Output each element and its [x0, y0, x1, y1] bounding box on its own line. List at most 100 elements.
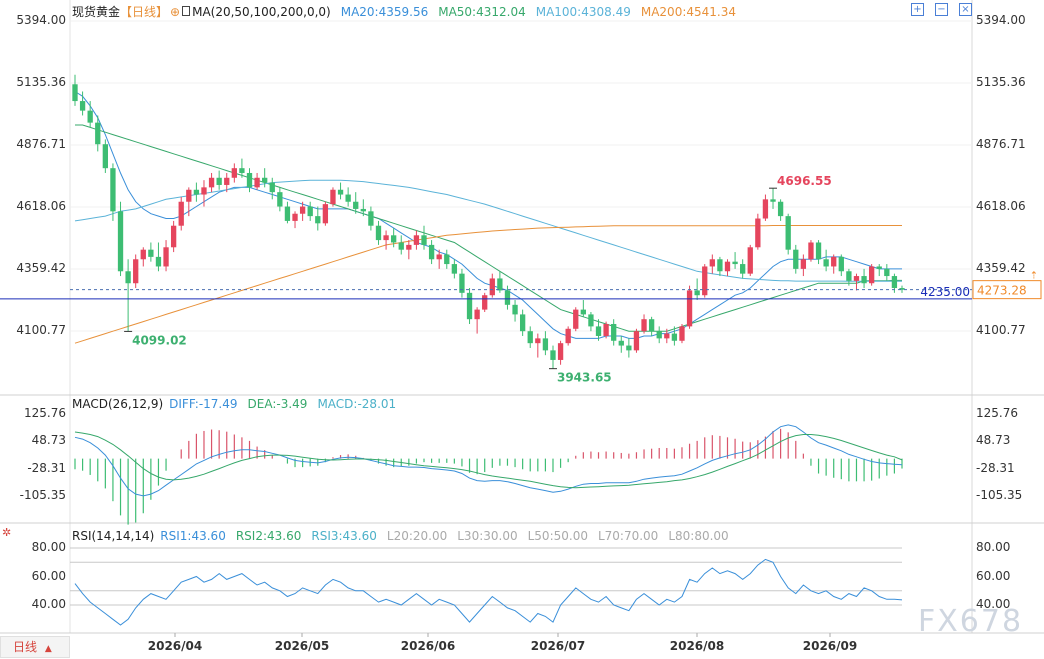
candle-body — [262, 177, 268, 183]
candle-body — [770, 199, 776, 202]
rsi-l20: L20:20.00 — [386, 529, 448, 543]
candle-body — [292, 213, 298, 221]
candle — [588, 312, 594, 332]
candle — [831, 254, 837, 274]
candle-body — [117, 211, 124, 272]
candle — [133, 254, 139, 289]
candle-body — [140, 249, 146, 260]
rsi-l30: L30:30.00 — [457, 529, 518, 543]
macd-diff-line — [74, 424, 903, 497]
rsi-settings-icon[interactable]: ✲ — [2, 526, 12, 539]
candle — [125, 259, 131, 332]
candle — [353, 192, 359, 214]
macd-axis-label-left: 48.73 — [31, 433, 66, 448]
candle-body — [95, 122, 101, 145]
rsi-title: RSI(14,14,14) — [72, 529, 155, 543]
candle-body — [648, 319, 655, 332]
candle-body — [626, 345, 632, 351]
candle — [284, 201, 291, 224]
candle-body — [573, 309, 579, 329]
price-axis-label-right: 4100.77 — [976, 323, 1026, 337]
candle — [557, 340, 564, 365]
rsi-axis-label-right: 80.00 — [976, 540, 1011, 554]
candle — [246, 168, 253, 193]
rsi-axis-label-left: 40.00 — [31, 597, 66, 611]
candlestick-series[interactable] — [72, 74, 905, 369]
candle-body — [193, 189, 200, 195]
candle — [193, 182, 200, 202]
macd-legend: MACD(26,12,9) DIFF:-17.49 DEA:-3.49 MACD:-2… — [72, 397, 406, 411]
candle-body — [611, 323, 617, 341]
candle — [459, 268, 465, 298]
period-selector-button[interactable]: 日线 ▲ — [0, 636, 70, 658]
instrument-name: 现货黄金 — [72, 5, 121, 19]
candle-body — [155, 256, 162, 267]
price-axis-label-right: 4876.71 — [976, 136, 1026, 151]
ma200-value: MA200:4541.34 — [640, 5, 736, 19]
macd-title: MACD(26,12,9) — [72, 397, 164, 411]
candle — [679, 323, 685, 344]
candle-body — [269, 182, 275, 193]
rsi1-value: RSI1:43.60 — [160, 529, 226, 543]
candle — [603, 321, 609, 339]
candle-body — [785, 216, 791, 250]
ma50-value: MA50:4312.04 — [438, 5, 526, 19]
candle-body — [353, 201, 359, 209]
candle-body — [330, 189, 336, 205]
candle-body — [519, 314, 526, 332]
candle — [535, 333, 541, 358]
candle-body — [861, 276, 867, 284]
candle — [337, 182, 344, 200]
candle — [626, 338, 632, 358]
ma100-value: MA100:4308.49 — [535, 5, 631, 19]
price-axis-label-left: 4359.42 — [16, 260, 66, 275]
candle — [155, 242, 162, 272]
settings-icon[interactable]: ⊕ — [170, 5, 181, 19]
candle-body — [322, 204, 329, 224]
rsi-axis-label-left: 60.00 — [31, 568, 66, 583]
zoom-in-button[interactable]: + — [911, 3, 924, 16]
candle — [664, 328, 670, 344]
candle — [299, 201, 306, 221]
ma-line-ma50 — [75, 124, 902, 332]
candle-body — [671, 333, 678, 341]
candle — [694, 278, 700, 301]
rsi2-value: RSI2:43.60 — [235, 529, 302, 543]
candle — [709, 254, 715, 274]
candle-body — [595, 326, 602, 336]
close-panel-button[interactable]: × — [959, 3, 972, 16]
candle-body — [557, 343, 564, 360]
candle-body — [527, 331, 533, 344]
macd-panel[interactable] — [74, 424, 903, 525]
candle — [216, 170, 222, 190]
candle-body — [79, 101, 86, 111]
price-axis-label-left: 4618.06 — [16, 199, 66, 213]
candle-body — [201, 187, 207, 195]
moving-average-lines — [74, 91, 902, 344]
candle-body — [315, 216, 321, 224]
candle — [224, 172, 230, 193]
candle-body — [633, 331, 640, 351]
bar-icon — [182, 6, 191, 16]
candle — [451, 259, 458, 279]
price-axis-label-right: 5394.00 — [976, 13, 1026, 27]
current-price-label: 4273.28 — [977, 284, 1027, 298]
candle-body — [72, 84, 78, 102]
horizontal-line-4235[interactable]: 4235.00 4273.28⇡ — [0, 271, 1042, 300]
zoom-out-button[interactable]: − — [935, 3, 948, 16]
macd-axis-label-left: -105.35 — [19, 488, 66, 502]
candle — [428, 240, 435, 265]
macd-dea-value: DEA:-3.49 — [247, 397, 308, 411]
candle — [550, 345, 556, 369]
candle-body — [679, 326, 685, 341]
price-panel[interactable] — [0, 0, 1044, 634]
candle — [641, 314, 647, 334]
price-axis-label-right: 5135.36 — [976, 74, 1026, 89]
low-label-3943: 3943.65 — [557, 371, 612, 385]
candle-body — [641, 319, 647, 332]
rsi-panel[interactable] — [70, 547, 903, 626]
candle-body — [231, 168, 237, 178]
candle — [489, 273, 495, 298]
candle-body — [618, 340, 624, 346]
